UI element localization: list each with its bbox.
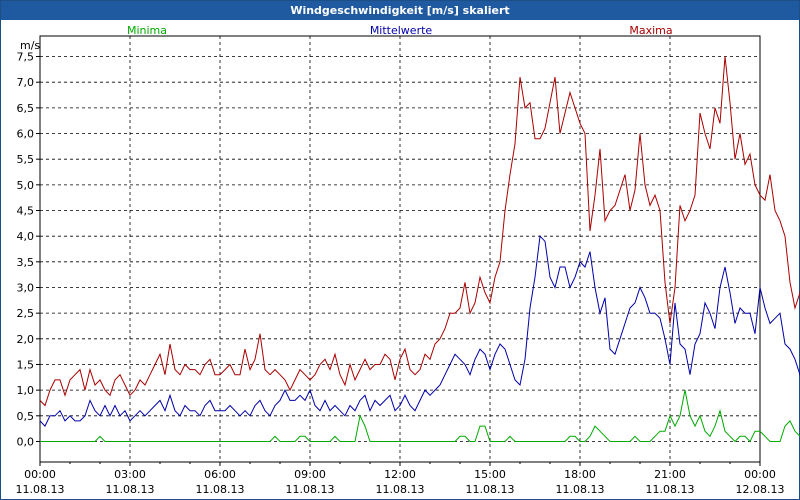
y-tick-label: 2,5 [17, 307, 35, 320]
y-axis-label: m/s [20, 39, 40, 52]
x-tick-date: 11.08.13 [376, 483, 425, 496]
y-tick-label: 1,0 [17, 384, 35, 397]
series-lines [39, 56, 800, 443]
y-tick-label: 4,5 [17, 205, 35, 218]
y-tick-label: 0,5 [17, 410, 35, 423]
x-tick-time: 00:00 [744, 468, 776, 481]
x-axis: 00:00 11.08.13 03:00 11.08.13 06:00 11.08.13 0… [16, 462, 785, 496]
y-tick-label: 7,0 [17, 76, 35, 89]
x-tick-date: 11.08.13 [16, 483, 65, 496]
window-title: Windgeschwindigkeit [m/s] skaliert [1, 1, 799, 20]
y-tick-label: 5,0 [17, 179, 35, 192]
y-tick-label: 2,0 [17, 333, 35, 346]
legend: Minima Mittelwerte Maxima [127, 24, 673, 37]
y-tick-label: 6,5 [17, 102, 35, 115]
series-minima [40, 390, 800, 443]
y-tick-label: 1,5 [17, 358, 35, 371]
legend-minima: Minima [127, 24, 167, 37]
y-tick-label: 3,0 [17, 281, 35, 294]
x-tick-time: 00:00 [24, 468, 56, 481]
x-tick-date: 11.08.13 [466, 483, 515, 496]
x-tick-time: 12:00 [384, 468, 416, 481]
series-mittelwerte [39, 235, 800, 427]
y-tick-label: 0,0 [17, 435, 35, 448]
x-tick-time: 21:00 [654, 468, 686, 481]
y-tick-label: 5,5 [17, 153, 35, 166]
x-tick-date: 11.08.13 [286, 483, 335, 496]
legend-mittelwerte: Mittelwerte [370, 24, 433, 37]
x-tick-time: 15:00 [474, 468, 506, 481]
x-tick-date: 12.08.13 [736, 483, 785, 496]
series-maxima [39, 56, 800, 407]
y-tick-label: 4,0 [17, 230, 35, 243]
y-tick-label: 3,5 [17, 256, 35, 269]
x-tick-date: 11.08.13 [556, 483, 605, 496]
x-tick-date: 11.08.13 [106, 483, 155, 496]
x-tick-time: 03:00 [114, 468, 146, 481]
legend-maxima: Maxima [629, 24, 672, 37]
x-tick-time: 06:00 [204, 468, 236, 481]
x-tick-time: 18:00 [564, 468, 596, 481]
y-tick-label: 6,0 [17, 128, 35, 141]
y-tick-label: 7,5 [17, 51, 35, 64]
x-tick-date: 11.08.13 [196, 483, 245, 496]
x-tick-date: 11.08.13 [646, 483, 695, 496]
y-axis: 0,0 0,5 1,0 1,5 2,0 2,5 3,0 3,5 4,0 4,5 5,0 5,5 6,0 6… [17, 51, 40, 448]
x-tick-time: 09:00 [294, 468, 326, 481]
